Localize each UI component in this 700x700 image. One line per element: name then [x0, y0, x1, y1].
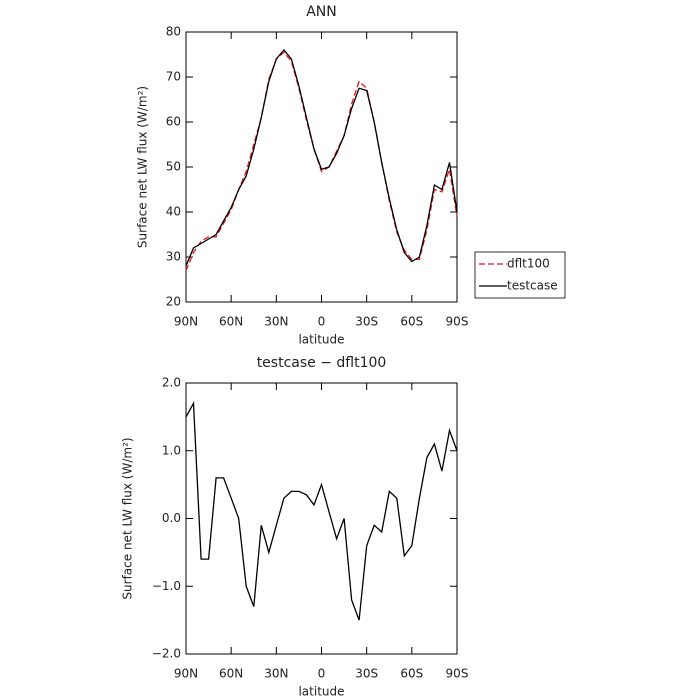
- x-tick-label: 0: [318, 315, 326, 329]
- y-tick-label: −1.0: [152, 579, 181, 593]
- x-tick-label: 90S: [446, 667, 469, 681]
- y-tick-label: 80: [166, 25, 181, 39]
- x-tick-label: 0: [318, 667, 326, 681]
- y-tick-label: 60: [166, 115, 181, 129]
- y-tick-label: 20: [166, 295, 181, 309]
- chart-title: ANN: [306, 4, 337, 20]
- y-tick-label: 50: [166, 160, 181, 174]
- y-tick-label: 70: [166, 70, 181, 84]
- legend-label: testcase: [507, 279, 558, 293]
- x-axis-label: latitude: [298, 685, 344, 699]
- chart-title: testcase − dflt100: [257, 355, 387, 371]
- plot-frame: [185, 31, 458, 303]
- x-tick-label: 60S: [400, 315, 423, 329]
- data-line: [185, 400, 458, 621]
- y-axis-label: Surface net LW flux (W/m²): [121, 437, 135, 599]
- y-tick-label: 2.0: [162, 376, 181, 390]
- y-tick-label: 1.0: [162, 443, 181, 457]
- x-tick-label: 60S: [400, 667, 423, 681]
- x-axis-label: latitude: [298, 333, 344, 347]
- data-line: [185, 48, 458, 267]
- data-line: [185, 51, 458, 271]
- y-axis-label: Surface net LW flux (W/m²): [136, 86, 150, 248]
- x-tick-label: 30N: [264, 315, 288, 329]
- x-tick-label: 90N: [174, 315, 198, 329]
- x-tick-label: 90S: [446, 315, 469, 329]
- x-tick-label: 90N: [174, 667, 198, 681]
- y-tick-label: 30: [166, 250, 181, 264]
- y-tick-label: 0.0: [162, 511, 181, 525]
- x-tick-label: 60N: [219, 315, 243, 329]
- x-tick-label: 60N: [219, 667, 243, 681]
- y-tick-label: 40: [166, 205, 181, 219]
- y-tick-label: −2.0: [152, 647, 181, 661]
- x-tick-label: 30S: [355, 667, 378, 681]
- legend-label: dflt100: [507, 257, 550, 271]
- legend-box: [474, 251, 566, 299]
- x-tick-label: 30N: [264, 667, 288, 681]
- x-tick-label: 30S: [355, 315, 378, 329]
